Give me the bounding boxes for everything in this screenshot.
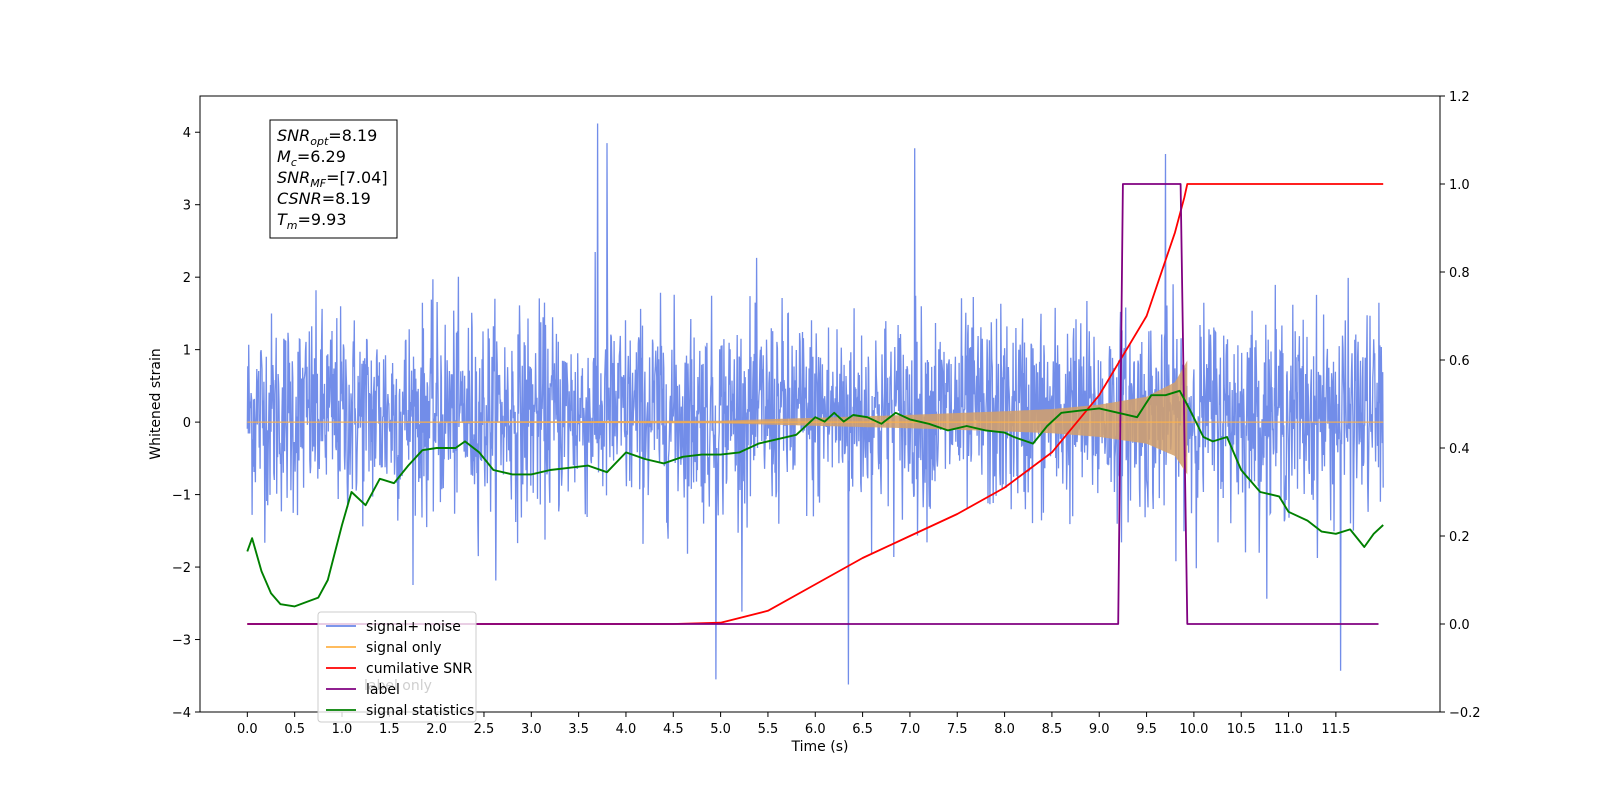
series-label-line [247, 183, 1379, 625]
annotation-value: =[7.04] [326, 168, 388, 187]
legend-label: signal+ noise [366, 619, 461, 635]
x-tick-label: 11.5 [1321, 722, 1350, 737]
y-left-tick-label: −1 [172, 489, 191, 504]
x-tick-label: 1.0 [332, 722, 353, 737]
annotation-subscript: MF [310, 177, 326, 190]
legend-item: label [326, 682, 400, 698]
y-right-tick-label: 0.4 [1449, 442, 1470, 457]
y-right-tick-label: 0.2 [1449, 530, 1470, 545]
x-tick-label: 8.5 [1042, 722, 1063, 737]
x-tick-label: 7.0 [900, 722, 921, 737]
legend-label: signal only [366, 640, 441, 656]
x-tick-label: 0.5 [284, 722, 305, 737]
y-left-tick-label: 0 [183, 416, 191, 431]
y-left-tick-label: 2 [183, 271, 191, 286]
x-tick-label: 9.0 [1089, 722, 1110, 737]
series-signal-noise-line [246, 123, 1384, 685]
annotation-line: SNRopt=8.19 [277, 126, 377, 148]
legend-item: signal only [326, 640, 441, 656]
annotation-symbol: T [277, 210, 288, 229]
y-right-tick-label: 0.0 [1449, 618, 1470, 633]
annotation-subscript: m [287, 219, 298, 232]
annotation-symbol: SNR [277, 126, 310, 145]
annotation-subscript: c [291, 156, 297, 169]
x-tick-label: 6.0 [805, 722, 826, 737]
annotation-value: =9.93 [298, 210, 347, 229]
annotation-line: SNRMF=[7.04] [277, 168, 388, 190]
axes-frame [199, 95, 1441, 713]
x-tick-label: 2.0 [426, 722, 447, 737]
x-tick-label: 5.0 [710, 722, 731, 737]
x-axis-label: Time (s) [791, 739, 849, 755]
x-tick-label: 1.5 [379, 722, 400, 737]
y-right-tick-label: 1.0 [1449, 178, 1470, 193]
annotation-box: SNRopt=8.19Mc=6.29SNRMF=[7.04]CSNR=8.19T… [269, 119, 398, 239]
x-tick-label: 10.0 [1179, 722, 1208, 737]
y-right-tick-label: −0.2 [1449, 706, 1481, 721]
y-left-tick-label: −4 [172, 706, 191, 721]
x-tick-label: 3.0 [521, 722, 542, 737]
y-right-tick-label: 0.6 [1449, 354, 1470, 369]
y-right-tick-label: 1.2 [1449, 90, 1470, 105]
y-right-tick-label: 0.8 [1449, 266, 1470, 281]
legend-hidden-text: label only [364, 678, 432, 694]
y-axis-label: Whitened strain [148, 348, 164, 459]
series-signal-only-band [247, 360, 1188, 475]
y-left-tick-label: −2 [172, 561, 191, 576]
annotation-symbol: CSNR [277, 189, 322, 208]
annotation-line: Tm=9.93 [277, 210, 347, 232]
x-tick-label: 6.5 [852, 722, 873, 737]
legend: label only signal+ noise signal only cumil… [317, 611, 477, 723]
x-tick-label: 2.5 [474, 722, 495, 737]
legend-item: cumilative SNR [326, 661, 473, 677]
x-tick-label: 4.0 [616, 722, 637, 737]
annotation-line: Mc=6.29 [277, 147, 346, 169]
x-tick-label: 4.5 [663, 722, 684, 737]
y-left-tick-label: 4 [183, 126, 191, 141]
y-left-tick-label: 3 [183, 199, 191, 214]
y-left-axis-ticks: −4 −3 −2 −1 0 1 2 3 4 [172, 126, 200, 721]
annotation-value: =8.19 [322, 189, 371, 208]
annotation-value: =8.19 [328, 126, 377, 145]
x-tick-label: 3.5 [568, 722, 589, 737]
y-left-tick-label: 1 [183, 344, 191, 359]
series-cumulative-snr-line [247, 183, 1384, 625]
annotation-line: CSNR=8.19 [277, 189, 371, 208]
legend-frame [317, 611, 477, 723]
annotation-value: =6.29 [297, 147, 346, 166]
legend-item: signal+ noise [326, 619, 461, 635]
legend-label: label [366, 682, 400, 698]
x-tick-label: 11.0 [1274, 722, 1303, 737]
x-tick-label: 0.0 [237, 722, 258, 737]
annotation-subscript: opt [310, 135, 329, 148]
x-tick-label: 8.0 [994, 722, 1015, 737]
series-signal-statistics-line [246, 389, 1384, 608]
legend-item: signal statistics [326, 703, 474, 719]
legend-label: cumilative SNR [366, 661, 473, 677]
x-tick-label: 9.5 [1136, 722, 1157, 737]
annotation-symbol: SNR [277, 168, 310, 187]
y-right-axis-ticks: −0.2 0.0 0.2 0.4 0.6 0.8 1.0 1.2 [1440, 90, 1481, 721]
legend-label: signal statistics [366, 703, 474, 719]
y-left-tick-label: −3 [172, 634, 191, 649]
x-tick-label: 7.5 [947, 722, 968, 737]
x-tick-label: 10.5 [1227, 722, 1256, 737]
plot-area [246, 123, 1384, 685]
annotation-symbol: M [277, 147, 291, 166]
x-axis-ticks: 0.0 0.5 1.0 1.5 2.0 2.5 3.0 3.5 4.0 4.5 5.0 5.5 6.0 6… [237, 712, 1350, 737]
x-tick-label: 5.5 [758, 722, 779, 737]
